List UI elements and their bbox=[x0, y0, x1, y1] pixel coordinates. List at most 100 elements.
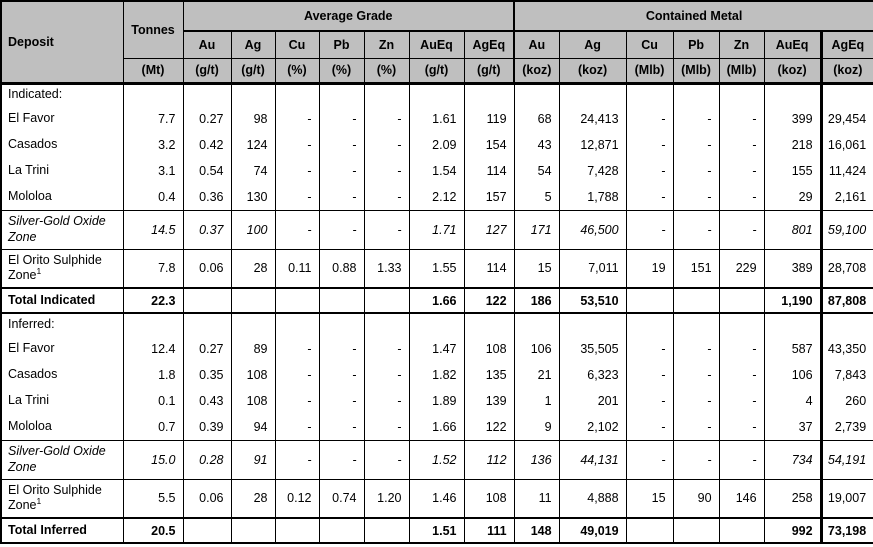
value-cell: 24,413 bbox=[558, 106, 627, 132]
deposit-cell: Total Indicated bbox=[0, 288, 123, 313]
unit-header-ag-average-grade: (g/t) bbox=[230, 58, 275, 85]
value-cell: 146 bbox=[718, 479, 765, 518]
value-cell: 14.5 bbox=[122, 210, 183, 249]
value-cell: 108 bbox=[463, 479, 515, 518]
value-cell bbox=[819, 83, 873, 106]
table-header: Deposit Tonnes Average Grade Contained M… bbox=[0, 1, 873, 85]
value-cell: 19,007 bbox=[819, 479, 873, 518]
header-unit-row: (Mt) (g/t) (g/t) (%) (%) (%) (g/t) (g/t) (koz)(… bbox=[1, 58, 873, 85]
unit-header-cu-contained-metal: (Mlb) bbox=[625, 58, 674, 85]
value-cell: - bbox=[672, 362, 720, 388]
col-header-ag-contained-metal: Ag bbox=[558, 31, 627, 59]
value-cell bbox=[274, 313, 319, 336]
value-cell bbox=[122, 83, 183, 106]
value-cell bbox=[763, 313, 822, 336]
unit-header-ageq-contained-metal: (koz) bbox=[819, 58, 873, 85]
col-header-cu-average-grade: Cu bbox=[274, 31, 319, 59]
value-cell: 0.06 bbox=[182, 479, 231, 518]
value-cell: 0.43 bbox=[182, 388, 231, 414]
value-cell: 9 bbox=[513, 414, 560, 440]
value-cell: 44,131 bbox=[558, 440, 627, 479]
value-cell: 106 bbox=[513, 336, 560, 362]
value-cell: 7.8 bbox=[122, 249, 183, 288]
value-cell: 35,505 bbox=[558, 336, 627, 362]
value-cell bbox=[718, 518, 765, 543]
col-header-zn-average-grade: Zn bbox=[363, 31, 409, 59]
value-cell: - bbox=[274, 106, 319, 132]
value-cell: 0.37 bbox=[182, 210, 231, 249]
value-cell: 11,424 bbox=[819, 158, 873, 184]
value-cell bbox=[513, 313, 560, 336]
col-header-ageq-average-grade: AgEq bbox=[463, 31, 515, 59]
value-cell: 94 bbox=[230, 414, 275, 440]
value-cell: - bbox=[363, 132, 409, 158]
value-cell: - bbox=[274, 132, 319, 158]
value-cell: 87,808 bbox=[819, 288, 873, 313]
row-total-indicated: Total Indicated 22.3 1.66 122 186 53,510 1,190… bbox=[0, 288, 873, 313]
deposit-cell: Silver-Gold Oxide Zone bbox=[0, 210, 123, 249]
value-cell: 0.12 bbox=[274, 479, 319, 518]
value-cell: 28,708 bbox=[819, 249, 873, 288]
value-cell: - bbox=[363, 184, 409, 210]
value-cell: 136 bbox=[513, 440, 560, 479]
col-header-ageq-contained-metal: AgEq bbox=[819, 31, 873, 59]
value-cell: 4 bbox=[763, 388, 822, 414]
value-cell: 111 bbox=[463, 518, 515, 543]
row-silver-gold-oxide-zone: Silver-Gold Oxide Zone 14.5 0.37 100- - -1.71… bbox=[0, 210, 873, 249]
value-cell: 1.82 bbox=[408, 362, 464, 388]
row-casados: Casados 3.2 0.42 124- - -2.09 154 43 12,871- - -21… bbox=[0, 132, 873, 158]
value-cell: 0.7 bbox=[122, 414, 183, 440]
value-cell: 1.46 bbox=[408, 479, 464, 518]
deposit-cell: Silver-Gold Oxide Zone bbox=[0, 440, 123, 479]
value-cell: 37 bbox=[763, 414, 822, 440]
value-cell bbox=[182, 288, 231, 313]
value-cell: 5 bbox=[513, 184, 560, 210]
value-cell: - bbox=[274, 336, 319, 362]
deposit-cell: Mololoa bbox=[0, 184, 123, 210]
deposit-cell: La Trini bbox=[0, 388, 123, 414]
value-cell: 21 bbox=[513, 362, 560, 388]
value-cell: - bbox=[625, 362, 674, 388]
value-cell: 0.06 bbox=[182, 249, 231, 288]
value-cell: 5.5 bbox=[122, 479, 183, 518]
value-cell: 29,454 bbox=[819, 106, 873, 132]
value-cell: - bbox=[672, 414, 720, 440]
value-cell: 734 bbox=[763, 440, 822, 479]
value-cell: 229 bbox=[718, 249, 765, 288]
value-cell bbox=[672, 83, 720, 106]
col-header-aueq-contained-metal: AuEq bbox=[763, 31, 822, 59]
header-element-row: Au Ag Cu Pb Zn AuEq AgEq Au Ag Cu Pb Zn AuEq AgEq bbox=[1, 31, 873, 59]
value-cell: 28 bbox=[230, 479, 275, 518]
deposit-cell: Casados bbox=[0, 132, 123, 158]
value-cell: 7,428 bbox=[558, 158, 627, 184]
value-cell: - bbox=[718, 132, 765, 158]
value-cell: 0.27 bbox=[182, 336, 231, 362]
value-cell bbox=[625, 313, 674, 336]
value-cell: - bbox=[672, 336, 720, 362]
value-cell: 0.27 bbox=[182, 106, 231, 132]
value-cell: 0.1 bbox=[122, 388, 183, 414]
value-cell: 28 bbox=[230, 249, 275, 288]
unit-header-tonnes: (Mt) bbox=[122, 58, 183, 85]
value-cell: 43,350 bbox=[819, 336, 873, 362]
value-cell bbox=[363, 313, 409, 336]
value-cell: - bbox=[274, 388, 319, 414]
value-cell: - bbox=[318, 336, 364, 362]
value-cell: - bbox=[672, 388, 720, 414]
col-header-tonnes: Tonnes bbox=[122, 1, 183, 59]
value-cell: - bbox=[672, 106, 720, 132]
unit-header-ageq-average-grade: (g/t) bbox=[463, 58, 515, 85]
value-cell: 119 bbox=[463, 106, 515, 132]
value-cell: 157 bbox=[463, 184, 515, 210]
value-cell: - bbox=[318, 440, 364, 479]
value-cell: 7,843 bbox=[819, 362, 873, 388]
col-header-cu-contained-metal: Cu bbox=[625, 31, 674, 59]
value-cell: 3.2 bbox=[122, 132, 183, 158]
value-cell: 130 bbox=[230, 184, 275, 210]
col-header-pb-average-grade: Pb bbox=[318, 31, 364, 59]
value-cell: 186 bbox=[513, 288, 560, 313]
col-header-aueq-average-grade: AuEq bbox=[408, 31, 464, 59]
value-cell: 1.33 bbox=[363, 249, 409, 288]
value-cell bbox=[230, 288, 275, 313]
value-cell bbox=[625, 83, 674, 106]
